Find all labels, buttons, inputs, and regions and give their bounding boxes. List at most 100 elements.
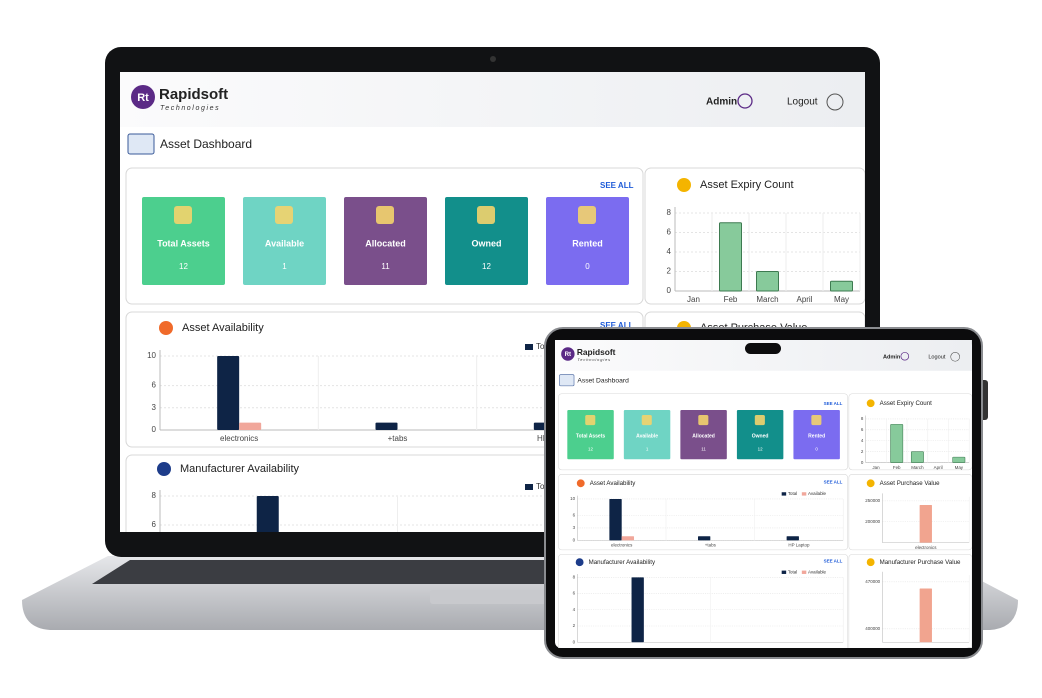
chart-icon: [576, 479, 585, 488]
y-tick-label: 8: [573, 575, 576, 580]
brand: Rapidsoft: [577, 347, 616, 357]
stat-card: [680, 409, 727, 460]
x-tick-label: Feb: [724, 295, 738, 304]
y-tick-label: 6: [573, 513, 576, 518]
logo: [561, 347, 575, 361]
stat-card: [736, 409, 784, 460]
chart-icon: [677, 178, 691, 192]
x-tick-label: April: [796, 295, 812, 304]
x-tick-label: electronics: [220, 434, 258, 443]
stat-icon: [754, 414, 765, 426]
bar: [217, 356, 240, 430]
y-tick-label: 3: [573, 525, 576, 530]
see-all[interactable]: SEE ALL: [600, 181, 634, 190]
chart-panel: [848, 474, 972, 551]
bar: [698, 536, 711, 541]
bar: [239, 422, 262, 430]
bar: [719, 222, 742, 292]
stat-label: Available: [636, 434, 658, 440]
dashboard-icon: [127, 133, 155, 155]
bar: [631, 577, 644, 643]
stat-card: [567, 409, 614, 460]
stat-card: [344, 197, 427, 285]
see-all[interactable]: SEE ALL: [824, 558, 843, 563]
see-all[interactable]: SEE ALL: [824, 401, 843, 406]
stat-icon: [578, 206, 596, 224]
stat-card: [243, 197, 326, 285]
stat-label: Available: [265, 238, 304, 248]
stat-card: [445, 197, 528, 285]
user-name: Admin: [706, 97, 737, 108]
see-all[interactable]: SEE ALL: [824, 479, 843, 484]
y-tick-label: 250000: [865, 498, 880, 503]
y-tick-label: 2: [573, 623, 576, 628]
bar: [952, 456, 966, 463]
legend-label: Available: [808, 491, 827, 496]
x-tick-label: +tabs: [705, 543, 717, 548]
x-tick-label: electronics: [915, 545, 937, 550]
y-tick-label: 0: [573, 538, 576, 543]
stat-label: Owned: [471, 238, 501, 248]
tagline: Technologies: [577, 357, 611, 362]
bar: [621, 536, 635, 541]
stat-value: 1: [646, 446, 649, 451]
x-tick-label: Feb: [893, 465, 901, 470]
logout-icon: [950, 352, 960, 362]
chart-title: Asset Availability: [590, 480, 637, 487]
chart-icon: [575, 558, 584, 567]
chart-title: Asset Purchase Value: [880, 480, 941, 487]
stat-label: Allocated: [692, 434, 715, 440]
user-name: Admin: [883, 354, 901, 360]
x-tick-label: April: [934, 465, 943, 470]
stat-value: 12: [482, 262, 491, 271]
y-tick-label: 10: [147, 351, 156, 360]
stat-label: Total Assets: [157, 238, 210, 248]
y-tick-label: 6: [152, 520, 157, 529]
stat-icon: [641, 414, 652, 426]
stat-card: [142, 197, 225, 285]
logout[interactable]: Logout: [928, 354, 946, 360]
legend-label: Available: [808, 569, 827, 574]
x-tick-label: May: [834, 295, 849, 304]
user-icon: [737, 93, 753, 109]
x-tick-label: March: [756, 295, 778, 304]
y-tick-label: 0: [152, 425, 157, 434]
stat-value: 12: [179, 262, 188, 271]
x-tick-label: HP Laptop: [788, 543, 810, 548]
stat-icon: [698, 414, 709, 426]
stat-value: 12: [758, 446, 763, 451]
bar: [256, 496, 279, 532]
logout[interactable]: Logout: [787, 97, 818, 108]
chart-icon: [866, 479, 875, 488]
stat-icon: [275, 206, 293, 224]
chart-panel: [558, 474, 849, 551]
legend-label: Total: [788, 491, 797, 496]
x-tick-label: +tabs: [388, 434, 408, 443]
x-tick-label: Jan: [687, 295, 700, 304]
logout-icon: [826, 93, 844, 111]
y-tick-label: 400000: [865, 626, 880, 631]
stat-icon: [811, 414, 822, 426]
y-tick-label: 6: [152, 381, 157, 390]
legend-swatch: [525, 484, 533, 490]
logo-text: Rt: [137, 92, 149, 104]
bar: [375, 422, 398, 430]
y-tick-label: 0: [573, 639, 576, 644]
bar: [910, 451, 924, 463]
tagline: Technologies: [160, 105, 220, 112]
bar: [786, 536, 799, 541]
chart-title: Manufacturer Availability: [180, 463, 300, 475]
stat-value: 12: [588, 446, 593, 451]
x-tick-label: Jan: [872, 465, 880, 470]
bar: [609, 498, 622, 541]
x-tick-label: March: [911, 465, 924, 470]
bar: [919, 505, 932, 543]
y-tick-label: 3: [152, 403, 157, 412]
chart-panel: [644, 167, 865, 305]
stat-label: Rented: [572, 238, 603, 248]
legend-swatch: [781, 570, 787, 574]
stat-label: Total Assets: [576, 434, 605, 440]
y-tick-label: 8: [861, 416, 864, 421]
see-all[interactable]: SEE ALL: [600, 321, 634, 330]
